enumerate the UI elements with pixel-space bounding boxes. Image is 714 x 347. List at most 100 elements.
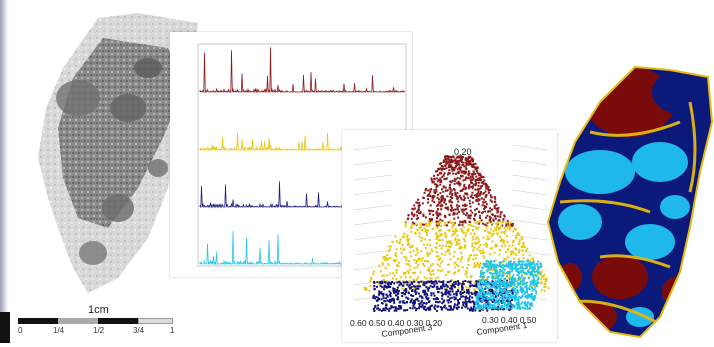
scatter-point (487, 297, 490, 299)
scatter-point (540, 281, 543, 284)
scatter-point (499, 282, 502, 285)
scatter-point (490, 306, 493, 309)
scatter-point (524, 305, 527, 307)
scatter-point (515, 292, 518, 295)
scatter-point (479, 297, 482, 299)
scatter-point (450, 286, 453, 289)
scatter-point (510, 250, 513, 253)
scatter-point (488, 303, 491, 305)
scatter-point (456, 299, 459, 302)
scatter-point (418, 292, 420, 295)
scatter-point (398, 241, 400, 244)
scatter-point (389, 307, 392, 310)
scatter-point (498, 271, 501, 274)
scatter-point (473, 219, 476, 222)
scatter-point (527, 260, 529, 263)
scatter-point (539, 262, 542, 265)
scatter-point (438, 280, 441, 283)
scatter-point (522, 267, 525, 270)
scatter-point (486, 297, 489, 300)
scatter-point (436, 297, 439, 299)
scatter-point (501, 291, 504, 294)
scatter-point (467, 216, 470, 219)
scatter-point (525, 247, 528, 250)
scatter-point (458, 155, 461, 158)
scatter-point (443, 168, 446, 170)
scatter-point (471, 165, 474, 168)
scatter-point (465, 177, 467, 180)
scatter-point (450, 164, 453, 167)
scatter-point (423, 302, 425, 304)
scatter-point (528, 293, 531, 296)
scatter-point (471, 244, 474, 247)
scatter-point (490, 235, 493, 238)
scatter-point (483, 303, 486, 306)
scatter-point (386, 274, 389, 277)
scatter-point (385, 286, 387, 289)
scatter-point (506, 275, 508, 278)
scatter-point (462, 195, 465, 198)
scatter-point (464, 240, 467, 243)
scatter-point (461, 283, 464, 285)
scatter-point (377, 281, 380, 284)
scatter-point (440, 281, 443, 283)
scatter-point (453, 212, 456, 215)
scatter-point (370, 278, 373, 281)
scatter-point (481, 288, 484, 290)
scatter-point (380, 309, 383, 312)
scatter-point (447, 290, 450, 293)
scatter-point (439, 181, 442, 183)
scatter-point (475, 286, 478, 289)
scatter-point (472, 183, 475, 186)
scatter-point (478, 309, 481, 312)
scatter-point (461, 208, 464, 211)
scatter-point (424, 230, 427, 233)
scatter-point (394, 307, 397, 310)
scatter-point (486, 270, 489, 273)
scatter-point (467, 292, 470, 295)
scatter-point (532, 295, 535, 298)
scatter-point (427, 222, 430, 225)
scatter-point (500, 231, 503, 234)
scatter-point (454, 261, 457, 264)
scatter-point (500, 225, 503, 228)
scatter-point (529, 302, 532, 305)
scatter-point (430, 209, 433, 212)
scatter-point (465, 296, 468, 299)
scatter-point (467, 263, 470, 266)
scatter-point (503, 302, 506, 304)
scatter-point (451, 201, 453, 204)
scatter-point (520, 302, 523, 305)
scatter-point (406, 243, 409, 246)
scatter-point (419, 222, 422, 225)
scatter-point (442, 280, 445, 283)
scatter-point (484, 262, 487, 265)
scale-tick-label: 1/4 (53, 326, 65, 335)
scatter-point (465, 286, 468, 289)
scatter-point (449, 305, 452, 308)
scatter-point (433, 294, 436, 297)
scatter-point (488, 305, 490, 308)
scatter-point (410, 255, 413, 258)
scatter-point (491, 282, 494, 285)
scatter-point (518, 305, 521, 308)
scatter-point (472, 258, 475, 261)
scatter-point (476, 280, 479, 283)
scatter-point (386, 295, 389, 298)
scatter-point (427, 220, 430, 223)
scatter-point (474, 290, 477, 293)
scatter-point (465, 164, 468, 167)
scatter-point (470, 275, 473, 277)
scatter-point (477, 203, 480, 206)
scatter-point (457, 170, 460, 173)
scatter-point (481, 306, 484, 309)
scatter-point (464, 296, 467, 299)
scatter-point (506, 240, 509, 243)
scatter-point (506, 226, 509, 229)
scatter-point (388, 309, 391, 312)
scatter-point (386, 308, 389, 311)
scatter-point (490, 281, 493, 284)
scatter-point (522, 279, 525, 282)
scatter-point (465, 301, 468, 304)
scatter-point (446, 249, 449, 252)
